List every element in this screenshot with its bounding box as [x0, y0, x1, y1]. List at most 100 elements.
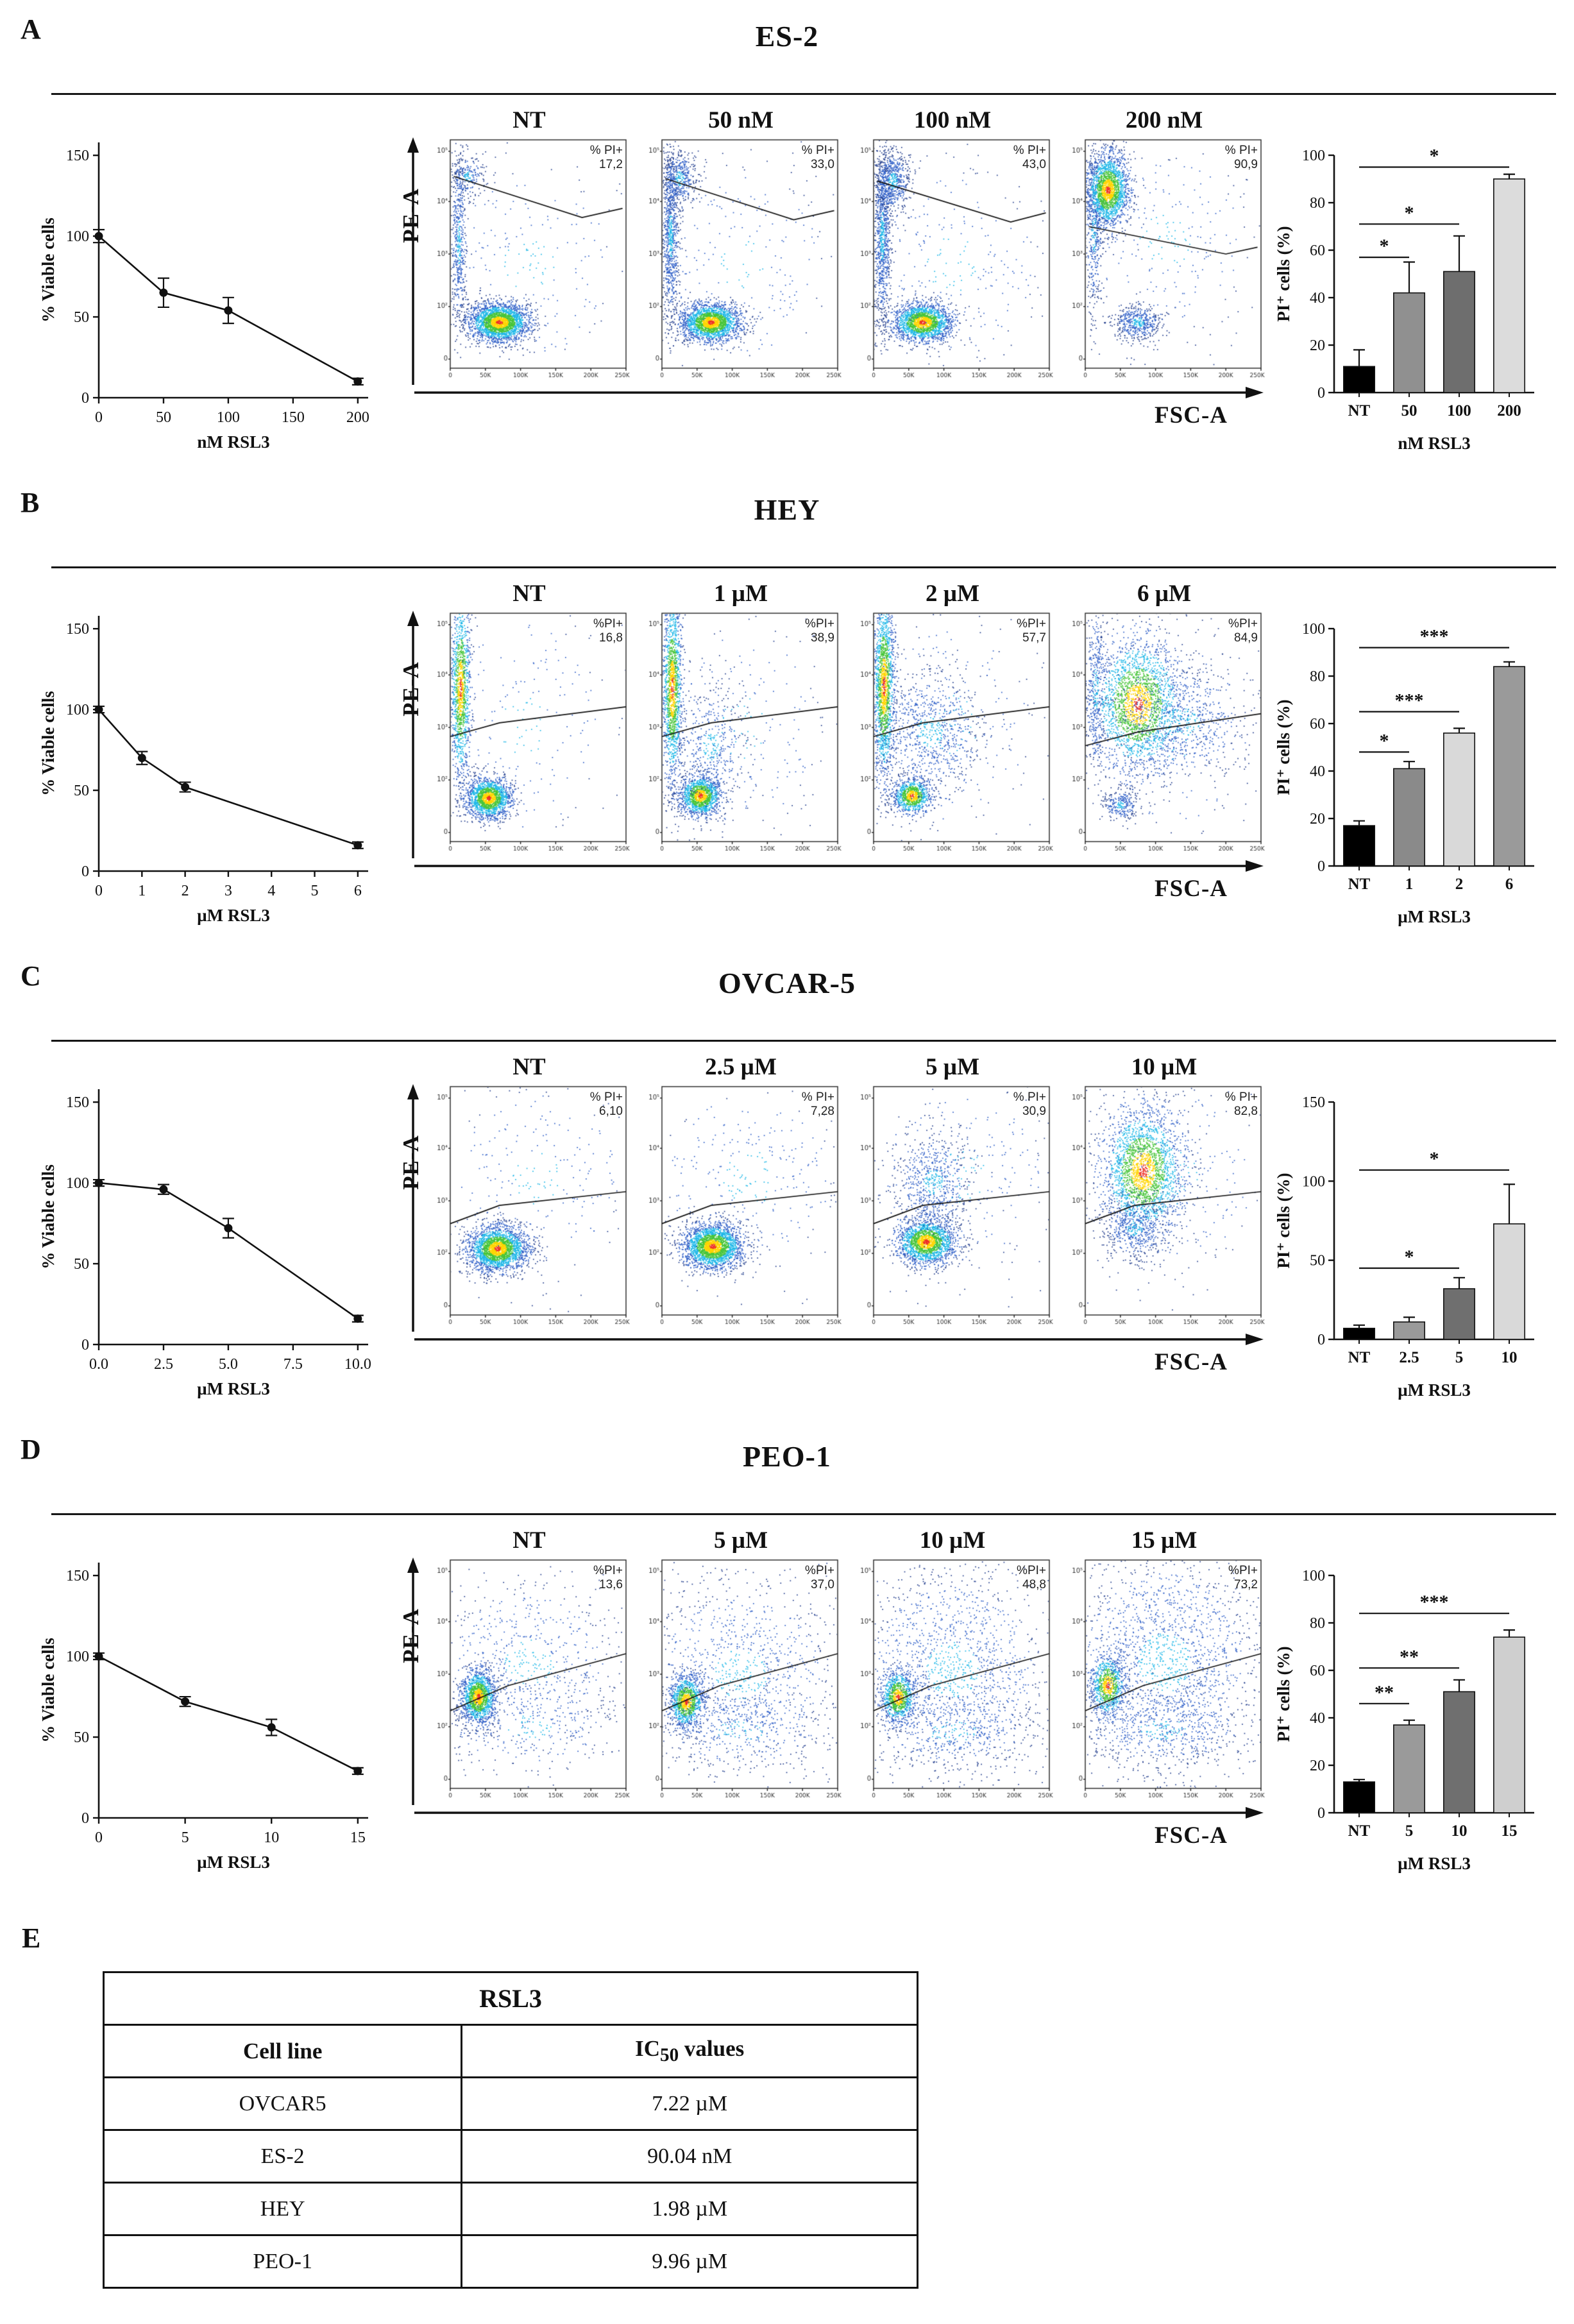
- column-header-ic50: IC50 values: [461, 2024, 918, 2078]
- gate-percentage-label: % PI+: [1013, 144, 1046, 157]
- fsc-a-arrow-icon: [414, 1334, 1264, 1345]
- flow-plot-box: % PI+ 90,9: [1062, 136, 1266, 385]
- panel-divider: [51, 566, 1556, 568]
- flow-plot: 5 µM % PI+ 30,9: [850, 1053, 1054, 1332]
- gate-percentage-value: 13,6: [599, 1578, 623, 1592]
- svg-text:*: *: [1405, 1246, 1414, 1268]
- gate-percentage: %PI+ 73,2: [1228, 1564, 1258, 1593]
- table-row: OVCAR5 7.22 µM: [102, 2076, 918, 2131]
- svg-text:1: 1: [1405, 876, 1414, 893]
- gate-percentage-value: 82,8: [1234, 1105, 1258, 1119]
- gate-percentage: % PI+ 43,0: [1013, 144, 1046, 173]
- svg-text:5: 5: [182, 1829, 189, 1846]
- pi-positive-bar-chart: 0 50 100 150 NT 2.5 5 10 * * µM RSL3 PI⁺ cells (%): [1274, 1094, 1534, 1400]
- panel-body: 0 50 100 150 0.0 2.5 5.0 7.5 10.0 µM RSL3% Viable…: [0, 1047, 1574, 1411]
- table-row: ES-2 90.04 nM: [102, 2129, 918, 2184]
- flow-cytometry-section: PE-A NT %PI+ 13,6 5 µM: [391, 1527, 1266, 1884]
- pe-a-axis: PE-A: [391, 1053, 427, 1332]
- viability-line-chart: 0 50 100 150 0.0 2.5 5.0 7.5 10.0 µM RSL3 % Viable…: [38, 1089, 371, 1398]
- svg-text:40: 40: [1310, 290, 1325, 307]
- figure-panel-e: E RSL3 Cell line IC50 values OVCAR5 7.22…: [0, 1899, 1574, 2289]
- svg-text:100: 100: [66, 228, 89, 245]
- gate-percentage-value: 37,0: [811, 1578, 834, 1592]
- flow-scatter-canvas: [639, 1083, 843, 1332]
- svg-text:2.5: 2.5: [154, 1356, 173, 1373]
- svg-text:100: 100: [66, 1175, 89, 1192]
- cell-line-value: ES-2: [102, 2129, 463, 2184]
- svg-text:µM RSL3: µM RSL3: [1398, 907, 1471, 926]
- flow-plot-title: 10 µM: [1131, 1054, 1197, 1080]
- svg-text:***: ***: [1420, 1591, 1449, 1613]
- flow-plot: 10 µM % PI+ 82,8: [1062, 1053, 1266, 1332]
- panel-header: A ES-2: [0, 5, 1574, 100]
- flow-plots-row: PE-A NT %PI+ 16,8 1 µM: [391, 580, 1266, 858]
- pe-a-axis: PE-A: [391, 106, 427, 385]
- flow-plot-title: 5 µM: [926, 1054, 979, 1080]
- flow-plot-title: NT: [512, 1527, 546, 1554]
- viability-chart: 0 50 100 150 0 1 2 3 4 5 6 µM RSL3 % Viable cells: [9, 580, 391, 937]
- flow-cytometry-section: PE-A NT % PI+ 6,10 2.5 µM: [391, 1053, 1266, 1411]
- fsc-a-axis-label: FSC-A: [1155, 402, 1228, 428]
- svg-text:NT: NT: [1348, 876, 1371, 893]
- panel-divider: [51, 1040, 1556, 1042]
- flow-scatter-canvas: [427, 136, 631, 385]
- table-title: RSL3: [103, 1971, 918, 2026]
- flow-plot: 1 µM %PI+ 38,9: [639, 580, 843, 858]
- svg-text:80: 80: [1310, 668, 1325, 685]
- svg-text:% Viable cells: % Viable cells: [38, 217, 58, 323]
- svg-text:4: 4: [267, 883, 275, 899]
- svg-text:10: 10: [1451, 1822, 1468, 1840]
- svg-text:0: 0: [95, 409, 103, 426]
- gate-percentage: %PI+ 84,9: [1228, 617, 1258, 646]
- svg-text:*: *: [1430, 146, 1439, 167]
- gate-percentage-label: % PI+: [801, 1090, 834, 1104]
- flow-plot-title: 5 µM: [714, 1527, 768, 1554]
- panel-body: 0 50 100 150 0 1 2 3 4 5 6 µM RSL3 % Viable cells PE…: [0, 573, 1574, 937]
- svg-text:µM RSL3: µM RSL3: [197, 1379, 270, 1398]
- cell-line-value: HEY: [102, 2182, 463, 2236]
- table-row: PEO-1 9.96 µM: [102, 2234, 918, 2289]
- cell-line-value: PEO-1: [102, 2234, 463, 2289]
- flow-plots: NT % PI+ 6,10 2.5 µM % PI+ 7,28: [427, 1053, 1266, 1332]
- svg-text:% Viable cells: % Viable cells: [38, 691, 58, 796]
- svg-text:0: 0: [81, 863, 89, 880]
- gate-percentage: % PI+ 7,28: [802, 1090, 834, 1119]
- gate-percentage-value: 84,9: [1234, 631, 1258, 645]
- svg-text:6: 6: [354, 883, 362, 899]
- flow-scatter-canvas: [639, 136, 843, 385]
- flow-plot-box: % PI+ 30,9: [850, 1083, 1054, 1332]
- flow-scatter-canvas: [1062, 136, 1266, 385]
- pi-bar-chart: 0 20 40 60 80 100 NT 50 100 200 * * * nM RSL3 PI⁺ cell…: [1274, 106, 1547, 464]
- svg-text:***: ***: [1420, 626, 1449, 647]
- svg-text:60: 60: [1310, 716, 1325, 733]
- flow-plot: 2 µM %PI+ 57,7: [850, 580, 1054, 858]
- svg-text:*: *: [1405, 202, 1414, 223]
- svg-text:20: 20: [1310, 811, 1325, 827]
- svg-text:100: 100: [1447, 402, 1471, 420]
- flow-plot-title: 200 nM: [1125, 107, 1203, 133]
- gate-percentage: %PI+ 57,7: [1017, 617, 1046, 646]
- table-title-row: RSL3: [103, 1971, 918, 2026]
- pe-a-axis: PE-A: [391, 1527, 427, 1805]
- svg-text:80: 80: [1310, 1615, 1325, 1632]
- pi-bar-chart: 0 50 100 150 NT 2.5 5 10 * * µM RSL3 PI⁺ cells (%): [1274, 1053, 1547, 1411]
- viability-chart: 0 50 100 150 0 50 100 150 200 nM RSL3 % Viable cel…: [9, 106, 391, 464]
- gate-percentage-label: %PI+: [1228, 617, 1258, 631]
- gate-percentage-value: 16,8: [599, 631, 623, 645]
- viability-line-chart: 0 50 100 150 0 1 2 3 4 5 6 µM RSL3 % Viable cells: [38, 616, 368, 925]
- pe-a-arrow-icon: [407, 137, 419, 385]
- panel-header: D PEO-1: [0, 1425, 1574, 1520]
- flow-plots: NT %PI+ 16,8 1 µM %PI+ 38,9: [427, 580, 1266, 858]
- gate-percentage-value: 30,9: [1022, 1105, 1046, 1119]
- ic50-value: 1.98 µM: [461, 2182, 918, 2236]
- svg-text:nM RSL3: nM RSL3: [1398, 434, 1470, 453]
- pe-a-arrow-icon: [407, 1557, 419, 1805]
- viability-line-chart: 0 50 100 150 0 5 10 15 µM RSL3 % Viable cells: [38, 1563, 368, 1872]
- panel-body: 0 50 100 150 0 5 10 15 µM RSL3% Viable cells PE-…: [0, 1520, 1574, 1884]
- fsc-a-arrow-icon: [414, 1807, 1264, 1819]
- gate-percentage-value: 43,0: [1022, 158, 1046, 172]
- svg-text:10: 10: [1502, 1349, 1518, 1366]
- svg-text:50: 50: [74, 783, 89, 799]
- panel-divider: [51, 93, 1556, 95]
- svg-text:50: 50: [74, 1729, 89, 1746]
